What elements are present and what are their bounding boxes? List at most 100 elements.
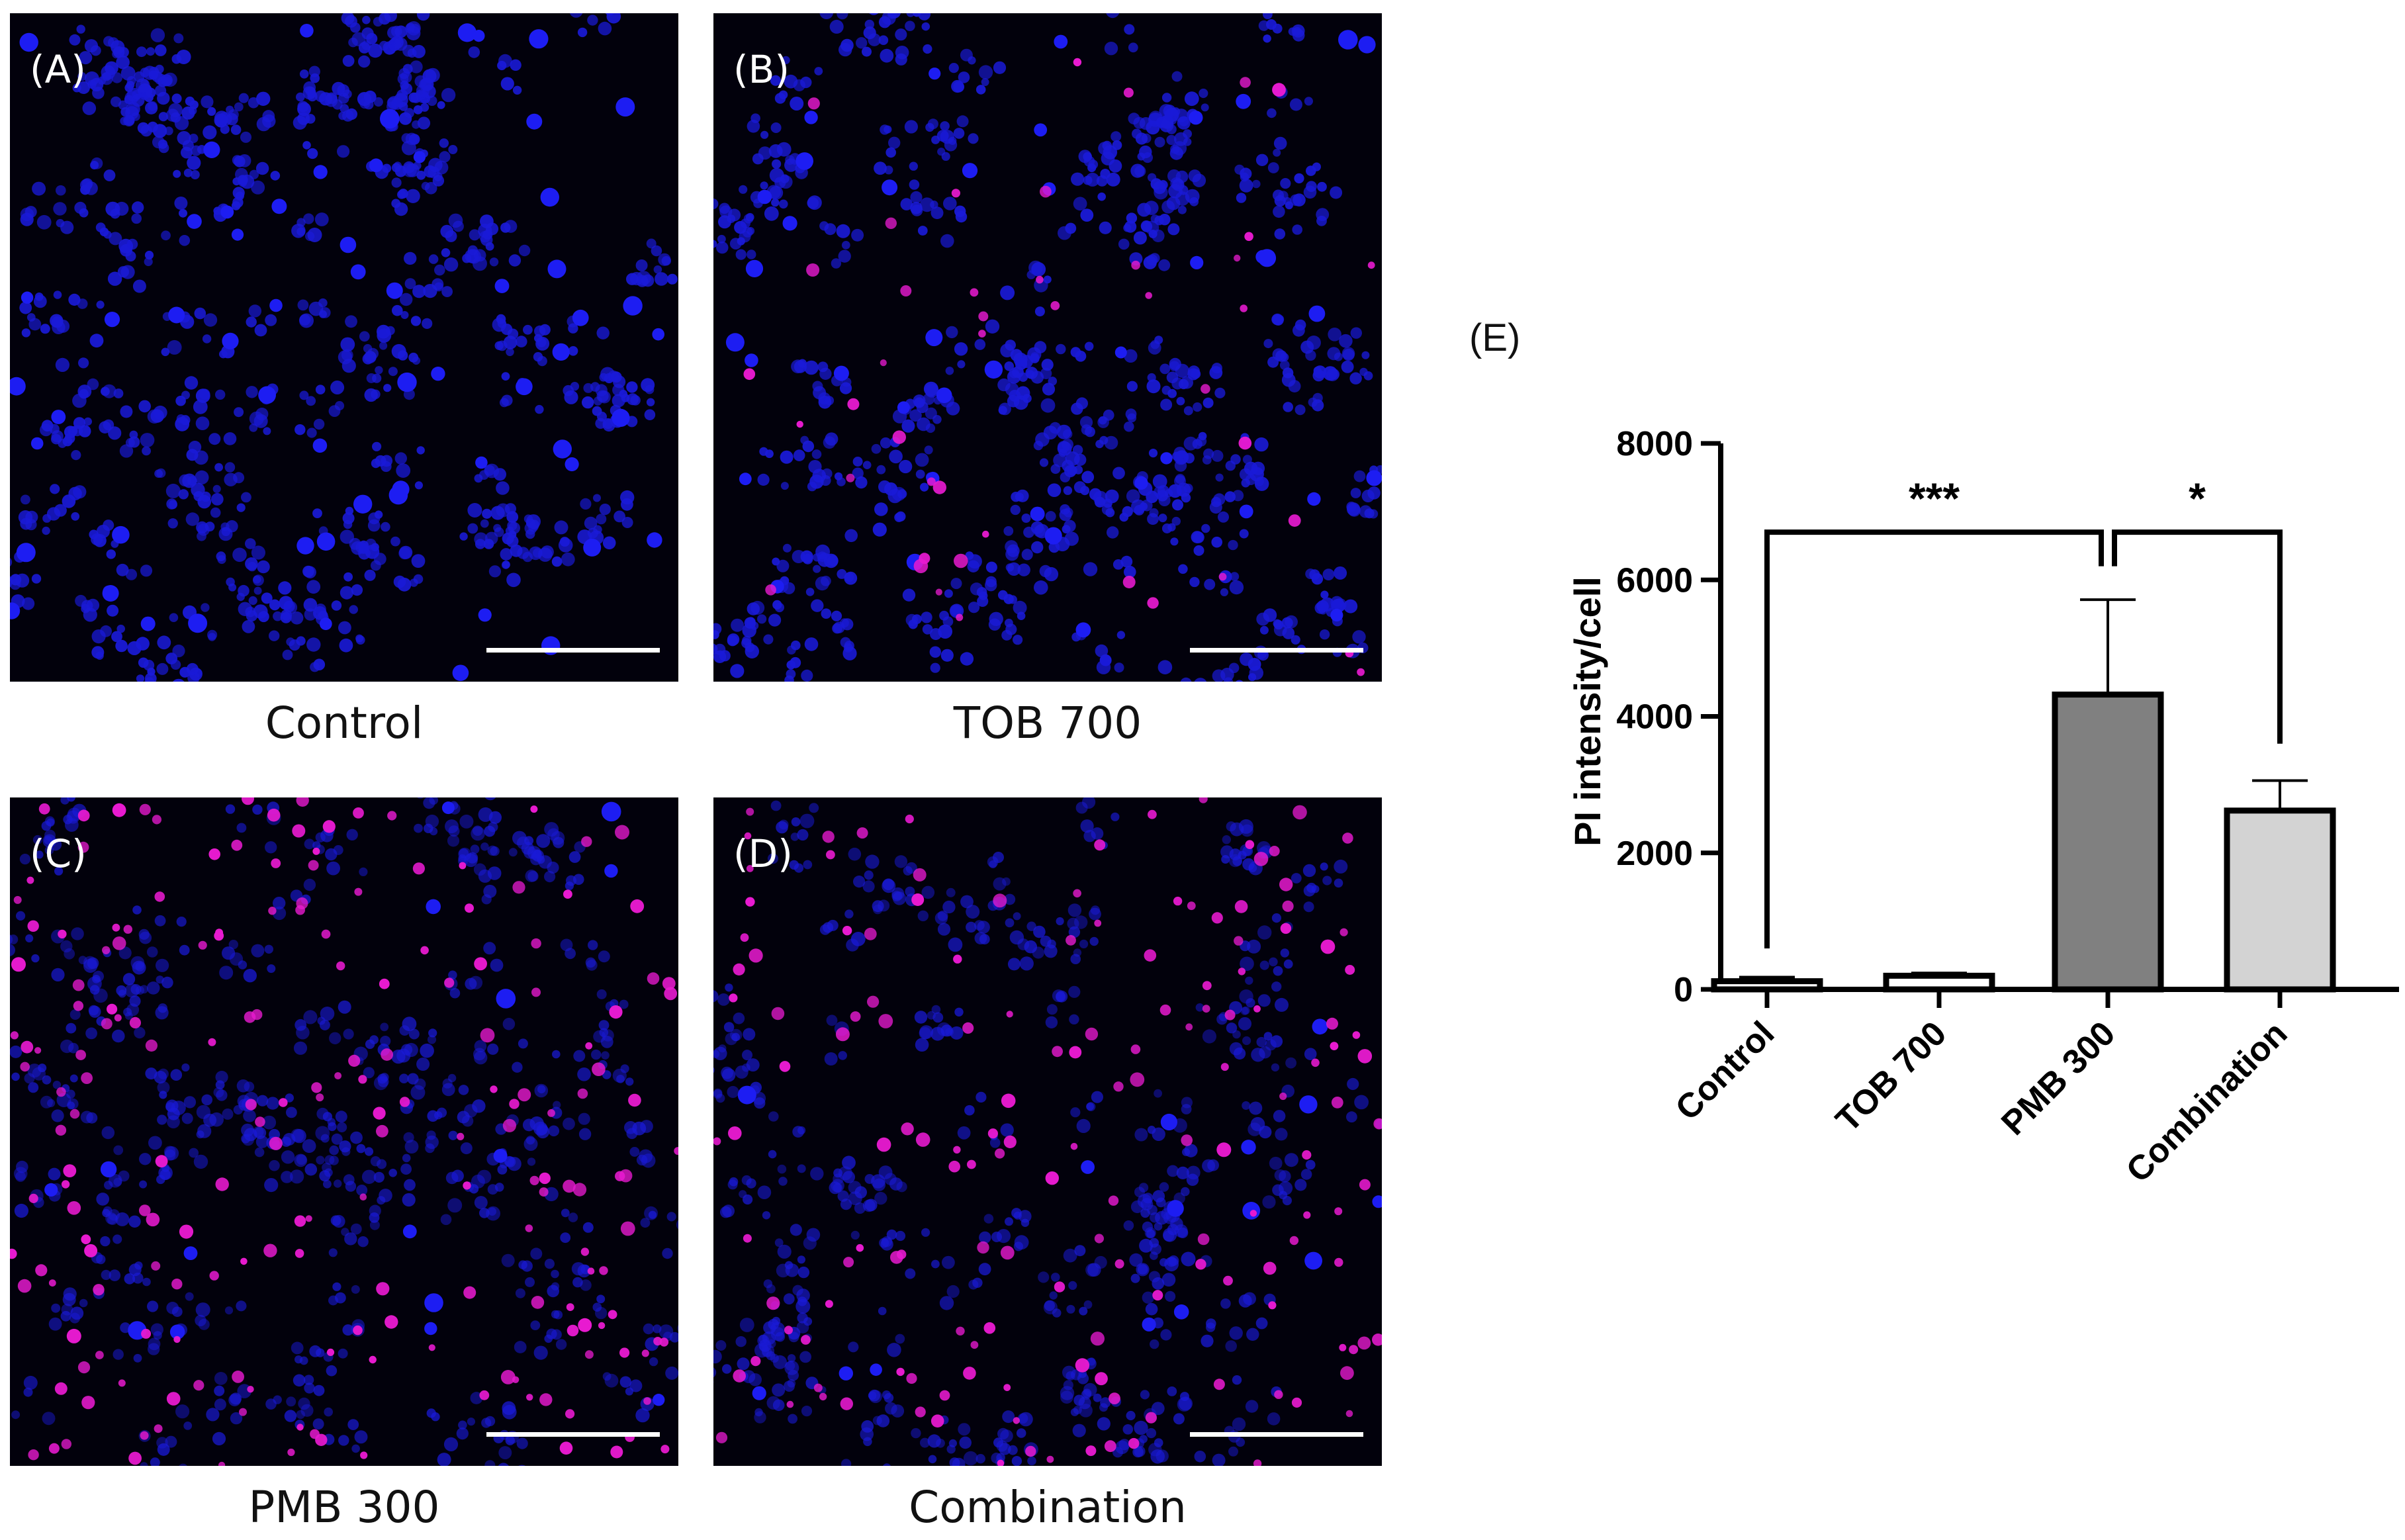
pi-positive-cell	[1185, 1023, 1193, 1031]
nucleus-cell	[619, 999, 629, 1009]
nucleus-cell	[214, 1385, 225, 1396]
nucleus-cell	[1134, 1128, 1148, 1142]
nucleus-cell	[783, 1293, 795, 1305]
nucleus-cell	[920, 1437, 930, 1448]
nucleus-cell	[648, 1210, 657, 1219]
nucleus-cell	[130, 984, 142, 995]
pi-positive-cell	[842, 926, 852, 936]
nucleus-cell	[408, 134, 420, 145]
nucleus-cell	[1367, 486, 1381, 500]
nucleus-cell	[203, 125, 217, 140]
nucleus-cell	[1170, 144, 1180, 154]
pi-positive-cell	[1216, 1142, 1232, 1157]
nucleus-cell	[1249, 1101, 1263, 1115]
nucleus-cell	[1145, 1302, 1158, 1316]
rounded-cell	[112, 525, 130, 544]
nucleus-cell	[86, 1112, 98, 1124]
nucleus-cell	[619, 1376, 631, 1388]
nucleus-cell	[884, 1173, 897, 1185]
pi-positive-cell	[56, 1087, 66, 1097]
pi-positive-cell	[1373, 1118, 1382, 1130]
pi-positive-cell	[796, 420, 803, 428]
nucleus-cell	[185, 1292, 194, 1301]
rounded-cell	[1299, 1095, 1318, 1114]
nucleus-cell	[96, 1193, 109, 1206]
nucleus-cell	[1194, 678, 1207, 682]
pi-positive-cell	[518, 1088, 531, 1102]
nucleus-cell	[1148, 449, 1158, 458]
nucleus-cell	[82, 101, 97, 115]
nucleus-cell	[1150, 1339, 1159, 1349]
nucleus-cell	[354, 1430, 368, 1444]
nucleus-cell	[427, 1110, 439, 1122]
nucleus-cell	[245, 557, 258, 570]
nucleus-cell	[319, 310, 327, 318]
nucleus-cell	[1300, 1169, 1312, 1180]
nucleus-cell	[1341, 360, 1354, 373]
nucleus-cell	[1154, 136, 1165, 148]
pi-positive-cell	[353, 807, 364, 819]
nucleus-cell	[649, 1357, 658, 1367]
nucleus-cell	[963, 1451, 978, 1466]
nucleus-cell	[839, 42, 852, 57]
nucleus-cell	[578, 1112, 590, 1125]
nucleus-cell	[1156, 1449, 1169, 1463]
nucleus-cell	[757, 1185, 772, 1199]
panel-label-c: (C)	[30, 831, 87, 876]
nucleus-cell	[1126, 381, 1138, 392]
panel-label-e: (E)	[1469, 316, 1520, 359]
nucleus-cell	[1065, 451, 1080, 466]
nucleus-cell	[954, 1007, 964, 1017]
nucleus-cell	[79, 51, 93, 65]
nucleus-cell	[185, 96, 195, 107]
nucleus-cell	[116, 624, 125, 633]
pi-positive-cell	[592, 1062, 606, 1076]
nucleus-cell	[226, 113, 238, 126]
rounded-cell	[1034, 123, 1048, 137]
nucleus-cell	[383, 384, 392, 392]
nucleus-cell	[304, 1163, 318, 1176]
nucleus-cell	[368, 512, 381, 525]
nucleus-cell	[484, 465, 495, 476]
nucleus-cell	[292, 1128, 306, 1144]
pi-positive-cell	[1202, 981, 1212, 991]
nucleus-cell	[876, 1414, 890, 1427]
nucleus-cell	[161, 976, 173, 989]
pi-positive-cell	[1181, 1134, 1193, 1146]
nucleus-cell	[128, 1215, 141, 1228]
nucleus-cell	[165, 1102, 175, 1112]
nucleus-cell	[1199, 88, 1208, 99]
pi-positive-cell	[951, 189, 960, 198]
nucleus-cell	[380, 1022, 389, 1032]
nucleus-cell	[1256, 1036, 1267, 1048]
nucleus-cell	[261, 592, 273, 604]
nucleus-cell	[144, 250, 154, 260]
nucleus-cell	[558, 538, 573, 553]
rounded-cell	[10, 377, 26, 396]
nucleus-cell	[358, 42, 371, 54]
pi-positive-cell	[218, 1461, 226, 1466]
nucleus-cell	[525, 1277, 535, 1287]
nucleus-cell	[42, 1075, 52, 1085]
nucleus-cell	[895, 1334, 905, 1344]
nucleus-cell	[872, 1178, 886, 1191]
nucleus-cell	[1024, 940, 1038, 954]
nucleus-cell	[273, 897, 286, 910]
pi-positive-cell	[1357, 668, 1365, 676]
nucleus-cell	[55, 357, 69, 373]
nucleus-cell	[282, 649, 293, 660]
nucleus-cell	[629, 1379, 643, 1392]
nucleus-cell	[154, 469, 163, 478]
nucleus-cell	[157, 635, 171, 650]
nucleus-cell	[338, 621, 351, 635]
nucleus-cell	[523, 514, 533, 523]
nucleus-cell	[620, 490, 635, 505]
nucleus-cell	[928, 1455, 937, 1464]
nucleus-cell	[1334, 878, 1343, 888]
nucleus-cell	[1148, 113, 1163, 127]
nucleus-cell	[596, 514, 607, 525]
pi-positive-cell	[1104, 1440, 1116, 1453]
pi-positive-cell	[502, 1118, 517, 1132]
nucleus-cell	[966, 921, 977, 933]
rounded-cell	[426, 899, 441, 915]
